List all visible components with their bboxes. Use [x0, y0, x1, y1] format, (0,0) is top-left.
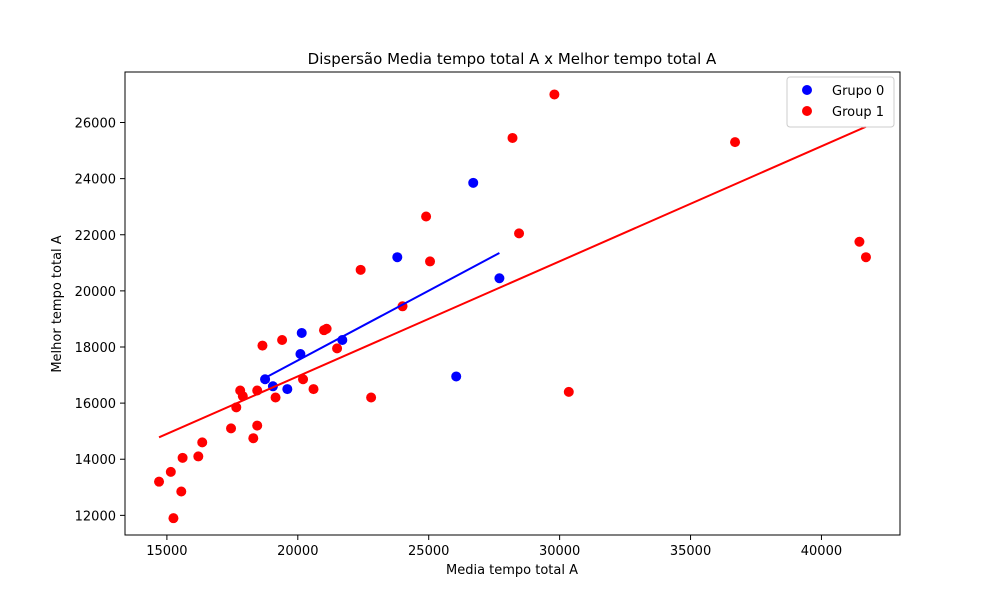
legend-label-1: Group 1 — [832, 105, 884, 120]
data-point-series-1-31 — [730, 137, 741, 148]
data-point-series-1-7 — [226, 423, 237, 434]
data-point-series-1-4 — [177, 452, 188, 463]
data-point-series-1-33 — [860, 252, 871, 263]
data-point-series-1-16 — [277, 334, 288, 345]
data-point-series-1-6 — [197, 437, 208, 448]
data-point-series-1-26 — [425, 256, 436, 267]
plot-frame — [124, 71, 901, 536]
x-tick-label-4: 35000 — [670, 544, 711, 559]
y-tick-label-5: 22000 — [75, 229, 116, 244]
y-tick-label-0: 12000 — [75, 509, 116, 524]
data-point-series-1-32 — [854, 236, 865, 247]
axes: 15000 20000 25000 30000 35000 40000 12000 14000… — [75, 71, 901, 559]
y-tick-label-3: 18000 — [75, 341, 116, 356]
data-point-series-0-4 — [296, 327, 307, 338]
data-point-series-1-23 — [366, 392, 377, 403]
data-point-series-1-27 — [507, 132, 518, 143]
data-point-series-1-29 — [549, 89, 560, 100]
plot-area — [154, 89, 871, 524]
data-point-series-1-21 — [332, 343, 343, 354]
data-point-series-0-9 — [494, 273, 505, 284]
data-point-series-0-7 — [451, 371, 462, 382]
data-point-series-0-2 — [282, 384, 293, 395]
y-tick-label-7: 26000 — [75, 117, 116, 132]
y-tick-label-4: 20000 — [75, 285, 116, 300]
y-tick-label-6: 24000 — [75, 173, 116, 188]
data-point-series-1-0 — [154, 476, 165, 487]
data-point-series-1-17 — [298, 374, 309, 385]
x-tick-label-3: 30000 — [539, 544, 580, 559]
data-point-series-1-20 — [321, 323, 332, 334]
data-point-series-1-13 — [252, 420, 263, 431]
x-tick-label-5: 40000 — [801, 544, 842, 559]
y-tick-label-2: 16000 — [75, 397, 116, 412]
legend-label-0: Grupo 0 — [832, 84, 884, 99]
x-tick-label-0: 15000 — [146, 544, 187, 559]
legend-marker-1 — [802, 106, 812, 116]
legend-box — [786, 76, 895, 128]
data-point-series-1-28 — [514, 228, 525, 239]
data-point-series-1-25 — [421, 211, 432, 222]
x-tick-label-1: 20000 — [277, 544, 318, 559]
data-point-series-0-8 — [468, 177, 479, 188]
data-point-series-1-5 — [193, 451, 204, 462]
data-point-series-1-14 — [257, 340, 268, 351]
data-point-series-1-3 — [176, 486, 187, 497]
x-tick-label-2: 25000 — [408, 544, 449, 559]
chart-title: Dispersão Media tempo total A x Melhor t… — [308, 50, 717, 68]
legend: Grupo 0 Group 1 — [786, 76, 895, 128]
y-axis-label: Melhor tempo total A — [50, 235, 65, 372]
data-point-series-1-15 — [270, 392, 281, 403]
data-point-series-0-3 — [295, 349, 306, 360]
x-axis-label: Media tempo total A — [446, 563, 578, 578]
trendline-series-0 — [264, 252, 500, 379]
data-point-series-1-30 — [563, 386, 574, 397]
y-tick-label-1: 14000 — [75, 453, 116, 468]
trendline-series-1 — [158, 125, 867, 439]
data-point-series-1-1 — [165, 466, 176, 477]
data-point-series-1-18 — [308, 384, 319, 395]
data-point-series-1-22 — [355, 264, 366, 275]
legend-marker-0 — [802, 85, 812, 95]
data-point-series-0-6 — [392, 252, 403, 263]
data-point-series-1-11 — [248, 433, 259, 444]
data-point-series-1-2 — [168, 513, 179, 524]
